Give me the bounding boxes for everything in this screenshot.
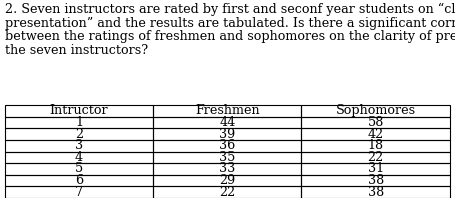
Bar (153, 163, 301, 175)
Bar (5, 163, 153, 175)
Bar (301, 186, 450, 198)
Bar (5, 151, 153, 163)
Text: 1: 1 (75, 116, 83, 129)
Text: 42: 42 (368, 128, 384, 141)
Bar (301, 151, 450, 163)
Text: 31: 31 (368, 162, 384, 175)
Text: 2: 2 (75, 128, 83, 141)
Bar (153, 186, 301, 198)
Bar (301, 175, 450, 186)
Text: 5: 5 (75, 162, 83, 175)
Bar (153, 128, 301, 140)
Bar (5, 186, 153, 198)
Text: presentation” and the results are tabulated. Is there a significant correlation: presentation” and the results are tabula… (5, 16, 455, 30)
Bar (5, 105, 153, 117)
Text: 58: 58 (368, 116, 384, 129)
Text: between the ratings of freshmen and sophomores on the clarity of presentation of: between the ratings of freshmen and soph… (5, 30, 455, 43)
Bar (5, 117, 153, 128)
Bar (301, 140, 450, 151)
Text: 38: 38 (368, 174, 384, 187)
Bar (153, 175, 301, 186)
Text: Freshmen: Freshmen (195, 104, 260, 117)
Bar (301, 105, 450, 117)
Text: 39: 39 (219, 128, 235, 141)
Text: 7: 7 (75, 186, 83, 198)
Text: 2. Seven instructors are rated by first and seconf year students on “clarity of: 2. Seven instructors are rated by first … (5, 3, 455, 16)
Text: 36: 36 (219, 139, 235, 152)
Text: Sophomores: Sophomores (336, 104, 416, 117)
Text: 33: 33 (219, 162, 235, 175)
Bar (153, 151, 301, 163)
Text: 44: 44 (219, 116, 235, 129)
Bar (5, 175, 153, 186)
Text: 6: 6 (75, 174, 83, 187)
Bar (153, 105, 301, 117)
Text: 35: 35 (219, 151, 236, 164)
Text: 38: 38 (368, 186, 384, 198)
Bar (5, 128, 153, 140)
Text: 22: 22 (219, 186, 235, 198)
Text: 29: 29 (219, 174, 235, 187)
Text: 18: 18 (368, 139, 384, 152)
Bar (301, 163, 450, 175)
Bar (301, 128, 450, 140)
Text: the seven instructors?: the seven instructors? (5, 44, 148, 56)
Bar (301, 117, 450, 128)
Text: 3: 3 (75, 139, 83, 152)
Text: Intructor: Intructor (50, 104, 108, 117)
Bar (153, 117, 301, 128)
Text: 22: 22 (368, 151, 384, 164)
Text: 4: 4 (75, 151, 83, 164)
Bar (5, 140, 153, 151)
Bar (153, 140, 301, 151)
